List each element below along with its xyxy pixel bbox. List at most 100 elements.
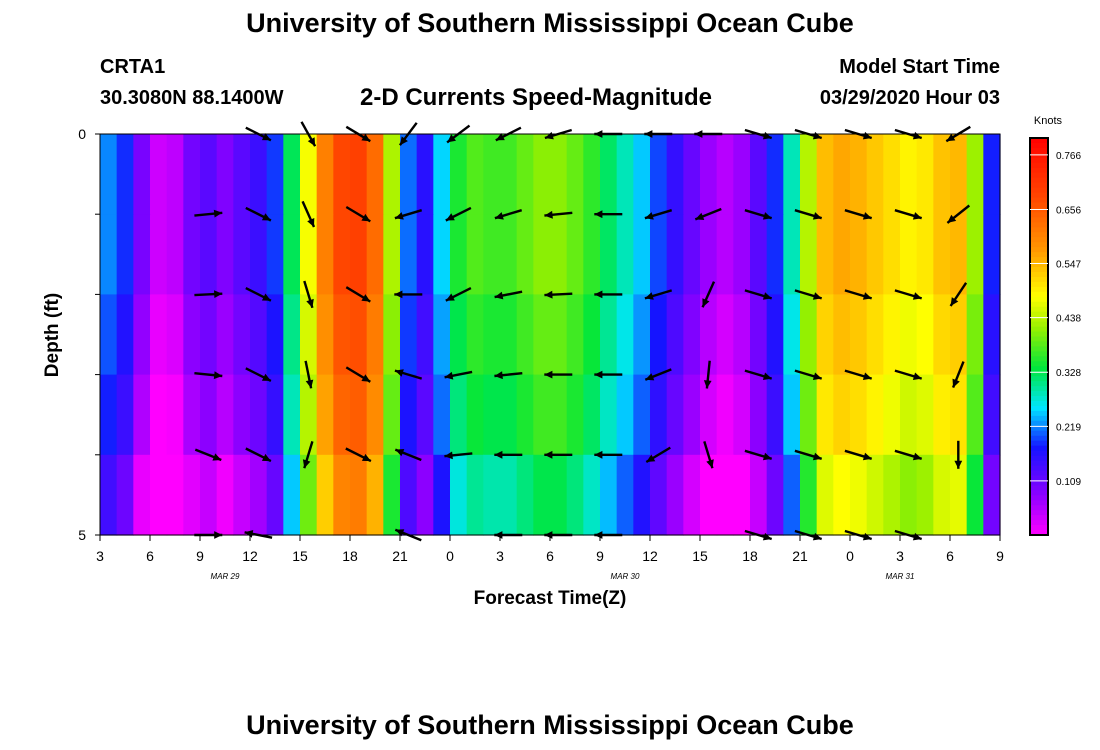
current-vector — [844, 209, 873, 220]
colorbar: Knots 0.766 0.656 0.547 0.438 0.328 0.219 0.10… — [1029, 115, 1081, 536]
heatmap-cell — [883, 134, 901, 215]
plot-title: 2-D Currents Speed-Magnitude — [360, 84, 713, 111]
heatmap-cell — [233, 134, 251, 215]
current-vector — [544, 290, 573, 299]
colorbar-segment — [1030, 425, 1048, 432]
heatmap-cell — [233, 214, 251, 295]
current-vector — [394, 209, 423, 220]
heatmap-cell — [583, 454, 601, 536]
colorbar-segment — [1030, 296, 1048, 303]
x-axis: Forecast Time(Z) 3 6 9 12 15 18 21 0 3 6 9 12 15 18 21… — [96, 535, 1004, 609]
heatmap-cell — [800, 134, 818, 215]
heatmap-cell — [733, 454, 751, 536]
current-vector — [949, 282, 968, 307]
heatmap-cell — [566, 454, 584, 536]
colorbar-segment — [1030, 192, 1048, 199]
heatmap-cell — [200, 214, 218, 295]
heatmap-cell — [650, 134, 668, 215]
current-vector — [444, 370, 473, 380]
current-vector — [644, 289, 673, 300]
heatmap-cell — [916, 294, 934, 376]
heatmap-cell — [200, 374, 218, 456]
heatmap-cell — [566, 294, 584, 376]
colorbar-segment — [1030, 291, 1048, 298]
colorbar-tick-label: 0.766 — [1056, 151, 1081, 162]
colorbar-segment — [1030, 460, 1048, 467]
current-vector — [345, 366, 371, 383]
heatmap-cell — [233, 374, 251, 456]
current-vector — [544, 370, 573, 379]
heatmap-cell — [166, 454, 184, 536]
colorbar-segment — [1030, 271, 1048, 278]
heatmap-cell — [650, 454, 668, 536]
colorbar-segment — [1030, 410, 1048, 417]
heatmap-cell — [116, 454, 134, 536]
colorbar-segment — [1030, 465, 1048, 472]
colorbar-segment — [1030, 415, 1048, 422]
x-tick-label: 6 — [146, 548, 154, 564]
heatmap-cell — [350, 294, 368, 376]
current-vector — [844, 369, 873, 380]
colorbar-segment — [1030, 157, 1048, 164]
heatmap-cell — [350, 374, 368, 456]
heatmap-cell — [250, 294, 268, 376]
colorbar-segment — [1030, 371, 1048, 377]
heatmap-cell — [400, 374, 418, 456]
heatmap-cell — [333, 134, 351, 215]
heatmap-cell — [533, 294, 551, 376]
heatmap-cell — [983, 294, 1001, 376]
colorbar-segment — [1030, 142, 1048, 149]
heatmap-cell — [783, 294, 801, 376]
current-vector — [744, 449, 773, 461]
heatmap-cell — [583, 214, 601, 295]
heatmap-cell — [500, 454, 518, 536]
colorbar-segment — [1030, 391, 1048, 397]
heatmap-cell — [883, 454, 901, 536]
heatmap-cell — [966, 374, 984, 456]
heatmap-cell — [500, 374, 518, 456]
y-axis: Depth (ft) 0 5 — [42, 126, 100, 543]
heatmap-cell — [716, 214, 734, 295]
heatmap-cell — [300, 214, 318, 295]
colorbar-segment — [1030, 276, 1048, 283]
colorbar-segment — [1030, 495, 1048, 501]
heatmap-cell — [850, 214, 868, 295]
heatmap-cell — [266, 374, 284, 456]
heatmap-cell — [866, 214, 884, 295]
heatmap-cell — [800, 294, 818, 376]
heatmap-cell — [733, 294, 751, 376]
heatmap-cell — [450, 134, 468, 215]
heatmap-cell — [866, 294, 884, 376]
heatmap-cell — [816, 374, 834, 456]
heatmap-cell — [666, 214, 684, 295]
heatmap-cell — [400, 454, 418, 536]
heatmap-cell — [300, 134, 318, 215]
heatmap-cell — [683, 134, 701, 215]
heatmap-cell — [450, 374, 468, 456]
x-tick-label: 0 — [446, 548, 454, 564]
current-vector — [794, 449, 823, 461]
x-tick-label: 15 — [292, 548, 308, 564]
heatmap-cell — [500, 134, 518, 215]
heatmap-cell — [650, 294, 668, 376]
colorbar-segment — [1030, 202, 1048, 209]
heatmap-cell — [766, 374, 784, 456]
heatmap-cell — [600, 454, 618, 536]
heatmap-cell — [366, 134, 384, 215]
heatmap-cell — [533, 374, 551, 456]
colorbar-segment — [1030, 396, 1048, 402]
heatmap-cell — [683, 214, 701, 295]
heatmap-cell — [483, 294, 501, 376]
current-vector — [645, 446, 671, 464]
x-tick-label: 12 — [242, 548, 258, 564]
heatmap-cell — [866, 454, 884, 536]
current-vectors — [194, 121, 971, 542]
heatmap-cell — [983, 454, 1001, 536]
colorbar-segment — [1030, 286, 1048, 293]
colorbar-segment — [1030, 162, 1048, 169]
heatmap-cell — [766, 214, 784, 295]
heatmap-cell — [866, 374, 884, 456]
heatmap-cell — [916, 454, 934, 536]
heatmap-cell — [733, 214, 751, 295]
heatmap-cell — [183, 374, 201, 456]
